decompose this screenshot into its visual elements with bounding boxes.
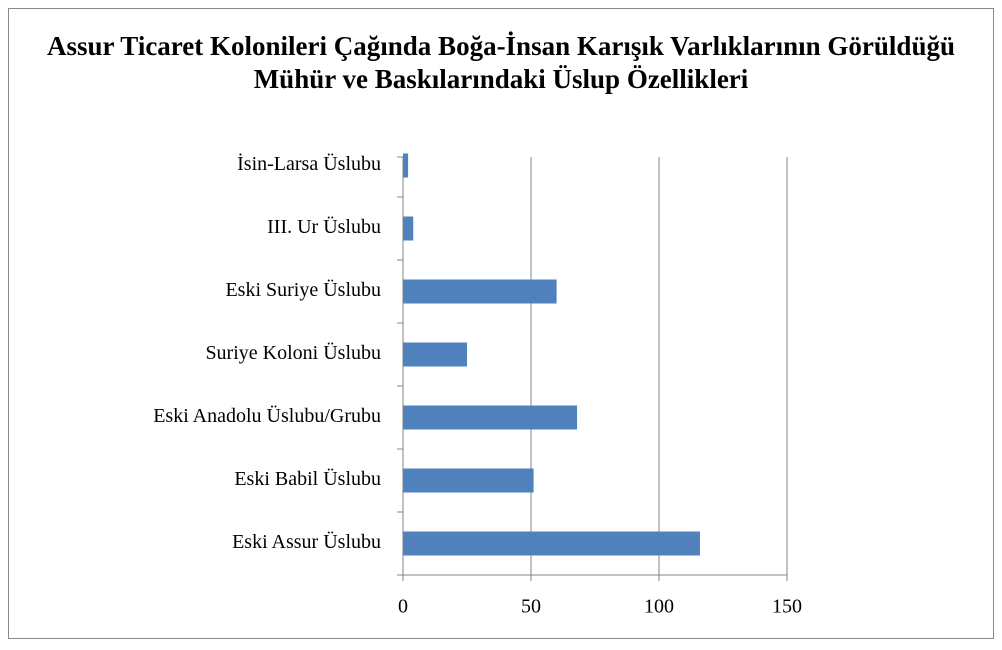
bar	[403, 531, 700, 556]
bar	[403, 216, 414, 241]
bar	[403, 342, 467, 367]
y-tick-label: Eski Anadolu Üslubu/Grubu	[153, 404, 381, 427]
y-tick-label: Eski Babil Üslubu	[234, 467, 381, 490]
bar	[403, 153, 409, 178]
bar	[403, 405, 578, 430]
x-tick-label: 100	[644, 596, 674, 618]
x-tick-label: 150	[772, 596, 802, 618]
y-tick-label: Eski Suriye Üslubu	[225, 278, 381, 301]
chart-title: Assur Ticaret Kolonileri Çağında Boğa-İn…	[47, 31, 955, 94]
x-tick-label: 50	[521, 596, 541, 618]
y-tick-label: İsin-Larsa Üslubu	[237, 152, 381, 175]
bar	[403, 468, 534, 493]
y-tick-label: III. Ur Üslubu	[267, 215, 381, 238]
bar	[403, 279, 557, 304]
y-tick-label: Suriye Koloni Üslubu	[205, 341, 381, 364]
y-tick-label: Eski Assur Üslubu	[232, 530, 381, 553]
x-tick-label: 0	[398, 596, 408, 618]
